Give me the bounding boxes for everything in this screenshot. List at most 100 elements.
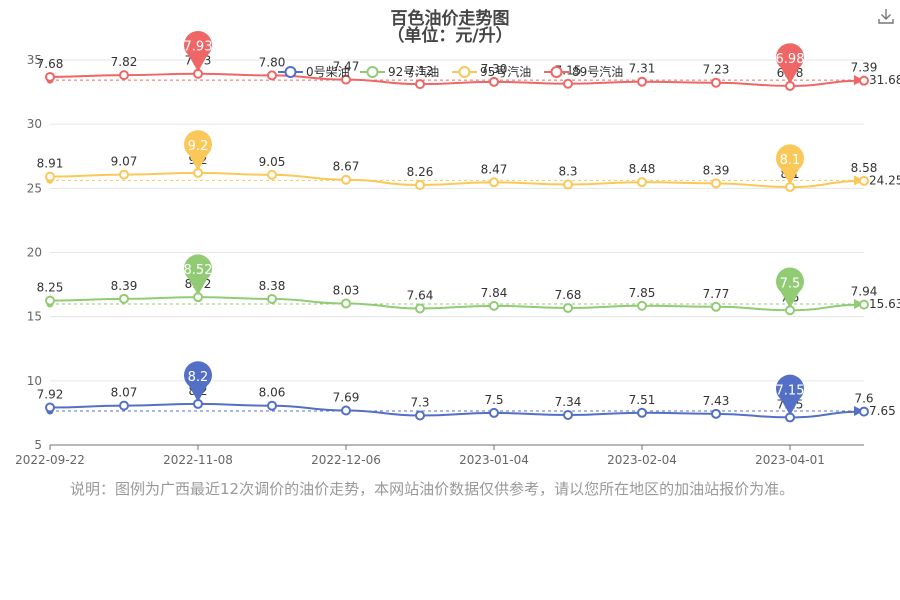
average-label: 31.68	[869, 73, 900, 87]
x-tick-label: 2023-01-04	[459, 453, 529, 467]
data-point	[489, 76, 499, 87]
max-pin	[184, 254, 213, 296]
data-point	[415, 303, 425, 314]
data-label: 7.94	[851, 285, 878, 299]
data-label: 7.64	[407, 288, 434, 302]
data-label: 7.3	[410, 395, 429, 409]
max-pin-label: 9.2	[188, 139, 209, 154]
legend-label: 89号汽油	[572, 64, 623, 79]
data-point	[415, 410, 425, 421]
legend: 0号柴油 92号汽油 95号汽油 89号汽油	[278, 64, 623, 79]
x-tick-label: 2023-04-01	[755, 453, 825, 467]
data-point	[489, 177, 499, 188]
data-label: 7.84	[481, 286, 508, 300]
y-tick-label: 30	[27, 117, 42, 131]
data-point	[45, 171, 55, 182]
data-point	[267, 293, 277, 304]
average-label: 7.65	[869, 404, 896, 418]
data-point	[711, 408, 721, 419]
legend-item: 95号汽油	[452, 64, 531, 79]
data-point	[489, 407, 499, 418]
data-label: 8.03	[333, 283, 360, 297]
data-label: 7.43	[703, 394, 730, 408]
data-label: 8.47	[481, 162, 508, 176]
data-label: 7.31	[629, 62, 656, 76]
min-pin	[776, 144, 805, 186]
average-line-arrow	[854, 406, 864, 417]
data-point	[119, 70, 129, 81]
max-pin	[184, 130, 213, 171]
data-point	[563, 302, 573, 313]
max-pin-label: 8.52	[184, 263, 213, 278]
y-tick-label: 15	[27, 310, 42, 324]
data-label: 8.91	[37, 157, 64, 171]
data-point	[341, 174, 351, 185]
data-point	[341, 298, 351, 309]
data-point	[341, 74, 351, 85]
data-label: 7.5	[484, 393, 503, 407]
data-label: 8.25	[37, 281, 64, 295]
data-point	[267, 400, 277, 411]
data-point	[267, 70, 277, 81]
legend-item: 89号汽油	[544, 64, 623, 79]
data-label: 7.23	[703, 63, 730, 77]
data-label: 7.6	[854, 392, 873, 406]
data-label: 8.3	[558, 164, 577, 178]
legend-marker	[458, 66, 471, 78]
y-tick-label: 25	[27, 181, 42, 195]
data-label: 7.39	[851, 61, 878, 75]
data-label: 9.05	[259, 155, 286, 169]
series-line	[49, 402, 865, 419]
data-label: 7.12	[407, 64, 434, 78]
data-point	[119, 169, 129, 180]
data-label: 7.68	[37, 57, 64, 71]
y-tick-label: 35	[27, 53, 42, 67]
series-line	[49, 171, 865, 189]
data-point	[119, 293, 129, 304]
download-icon[interactable]	[876, 6, 896, 26]
legend-label: 92号汽油	[388, 64, 439, 79]
max-pin-label: 7.93	[184, 40, 213, 55]
data-label: 7.85	[629, 286, 656, 300]
legend-label: 95号汽油	[480, 64, 531, 79]
data-label: 8.06	[259, 386, 286, 400]
legend-marker	[366, 66, 379, 78]
legend-item: 0号柴油	[278, 65, 350, 79]
max-pin	[184, 361, 213, 402]
data-label: 9.07	[111, 155, 138, 169]
data-label: 8.38	[259, 279, 286, 293]
y-tick-label: 20	[27, 246, 42, 260]
data-label: 8.39	[111, 279, 138, 293]
data-point	[859, 75, 869, 86]
data-point	[45, 71, 55, 82]
axes: 5 10 15 20 25 30 35 2022-09-22 2022-11-08 2022-12…	[15, 53, 864, 467]
legend-label: 0号柴油	[306, 65, 350, 79]
series-lines	[46, 72, 865, 419]
y-tick-label: 10	[27, 374, 42, 388]
data-label: 8.26	[407, 165, 434, 179]
average-label: 24.25	[869, 173, 900, 187]
min-pin-label: 6.98	[776, 52, 805, 67]
series-line	[49, 296, 865, 312]
min-pin	[776, 43, 805, 84]
average-line-arrow	[854, 75, 864, 86]
data-point	[637, 177, 647, 188]
footnote: 说明：图例为广西最近12次调价的油价走势，本网站油价数据仅供参考，请以您所在地区…	[70, 480, 795, 498]
data-label: 7.82	[111, 55, 138, 69]
data-labels: 7.65 7.92 8.07 8.2 8.06 7.69 7.3 7.5 7.34 7.51 7.4…	[37, 54, 900, 418]
data-point	[415, 79, 425, 90]
min-pin-label: 7.15	[776, 383, 805, 398]
data-point	[637, 300, 647, 311]
data-label: 7.34	[555, 395, 582, 409]
data-point	[489, 300, 499, 311]
data-point	[267, 169, 277, 180]
data-point	[859, 406, 869, 417]
average-line-arrow	[854, 299, 864, 310]
data-point	[859, 175, 869, 186]
x-tick-label: 2022-09-22	[15, 453, 85, 467]
x-tick-label: 2023-02-04	[607, 453, 677, 467]
data-point	[45, 295, 55, 306]
data-point	[637, 407, 647, 418]
grid-lines	[50, 59, 864, 382]
